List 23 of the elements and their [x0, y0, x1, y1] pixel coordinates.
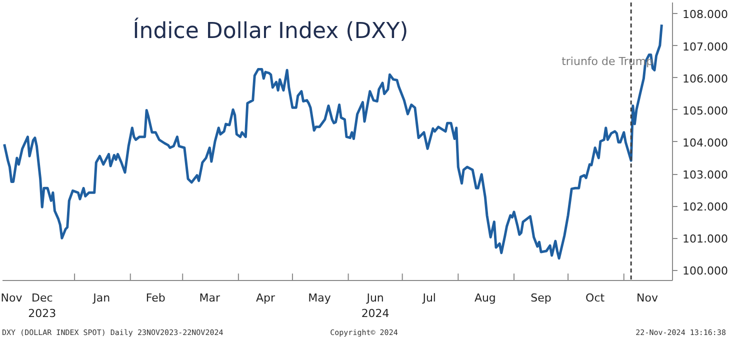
x-tick-label: Mar	[199, 292, 220, 304]
x-tick-label: Nov	[636, 292, 659, 304]
x-tick-label: Sep	[530, 292, 552, 304]
y-tick-label: 102.000	[682, 200, 728, 214]
x-tick-label: Oct	[586, 292, 606, 304]
x-tick-label: May	[308, 292, 332, 304]
x-tick-label: Nov	[0, 292, 23, 304]
x-tick-label: Aug	[474, 292, 496, 304]
y-tick-label: 104.000	[682, 136, 728, 150]
x-tick-label: Apr	[256, 292, 276, 304]
x-tick-label: Dec 2023	[28, 292, 56, 320]
text: Índice Dollar Index (DXY)	[132, 17, 408, 44]
x-tick-label: Jun 2024	[361, 292, 390, 320]
y-tick-label: 106.000	[682, 72, 728, 86]
y-tick-label: 107.000	[682, 40, 728, 54]
x-tick-label: Jul	[422, 292, 436, 304]
y-tick-label: 103.000	[682, 168, 728, 182]
y-tick-label: 100.000	[682, 264, 728, 278]
y-tick-label: 105.000	[682, 104, 728, 118]
y-tick-label: 101.000	[682, 232, 728, 246]
x-tick-label: Jan	[92, 292, 110, 304]
y-tick-label: 108.000	[682, 8, 728, 22]
x-tick-label: Feb	[146, 292, 166, 304]
